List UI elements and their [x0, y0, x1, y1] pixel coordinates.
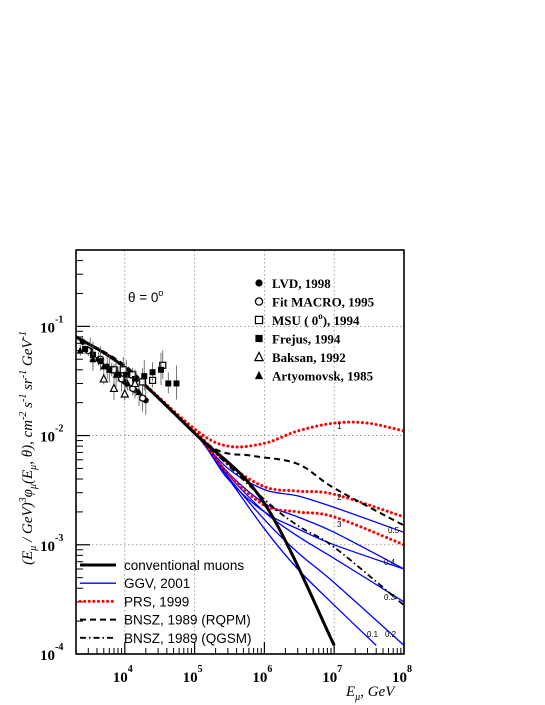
grid-lines	[76, 250, 404, 654]
legend-label: BNSZ, 1989 (RQPM)	[124, 613, 251, 628]
marker-filled-triangle	[254, 370, 264, 380]
x-tick-label: 105	[183, 664, 203, 686]
marker-open-circle	[254, 297, 264, 306]
ggv-curve-label: 0.1	[367, 630, 379, 639]
experiment-legend-label: Frejus, 1994	[272, 332, 341, 347]
x-tick-label: 108	[392, 664, 412, 686]
y-tick-label: 10-4	[40, 642, 63, 664]
ggv-curve-label: 0.2	[385, 630, 397, 639]
ggv-curve-label: 0.4	[384, 558, 396, 567]
curve-labels: 0.5 0.4 0.3 0.2 0.1 1 2 3	[337, 422, 400, 639]
legend-label: conventional muons	[124, 558, 244, 573]
marker-filled-square	[141, 373, 148, 380]
experimental-points	[76, 335, 180, 415]
y-tick-label: 10-2	[40, 424, 63, 446]
marker-filled-square	[157, 366, 164, 373]
x-axis-label-main: E	[345, 684, 355, 700]
x-tick-label: 104	[113, 664, 133, 686]
prs-curve-label: 2	[337, 493, 342, 502]
marker-filled-square	[165, 380, 172, 387]
experiment-legend-label: Artyomovsk, 1985	[272, 369, 374, 384]
axis-tick-labels: 104 105 106 107 108 10-1 10-2 10-3 10-4	[40, 314, 412, 686]
experiment-legend-label: MSU ( 0o), 1994	[272, 311, 360, 328]
angle-annotation: θ = 0o	[128, 288, 163, 305]
experiment-legend-label: LVD, 1998	[272, 276, 331, 291]
marker-filled-triangle	[112, 370, 120, 378]
legend-label: BNSZ, 1989 (QGSM)	[124, 631, 252, 646]
marker-open-circle	[138, 394, 147, 402]
y-tick-label: 10-3	[40, 533, 63, 555]
prs-curve-label: 1	[337, 422, 342, 431]
marker-open-triangle	[99, 373, 109, 383]
marker-filled-square	[97, 358, 104, 365]
marker-filled-square	[149, 369, 156, 376]
x-axis-label: Eμ, GeV	[345, 684, 396, 703]
marker-filled-square	[82, 346, 89, 353]
experiment-legend-label: Fit MACRO, 1995	[272, 295, 375, 310]
svg-text:(Eμ / GeV)3φμ(Eμ, θ), cm-2 s-: (Eμ / GeV)3φμ(Eμ, θ), cm-2 s-1 sr-1 GeV-…	[18, 331, 39, 565]
marker-open-triangle	[120, 388, 130, 398]
marker-filled-circle	[255, 279, 263, 287]
marker-filled-square	[255, 334, 263, 343]
ggv-curve-label: 0.3	[384, 593, 396, 602]
legend-label: GGV, 2001	[124, 576, 190, 591]
y-tick-label: 10-1	[40, 314, 63, 336]
legend-label: PRS, 1999	[124, 594, 189, 609]
axis-ticks	[75, 249, 405, 655]
marker-open-square	[139, 378, 147, 386]
marker-filled-square	[106, 366, 113, 373]
ggv-curve-label: 0.5	[388, 526, 400, 535]
prs-curve-label: 3	[337, 520, 342, 529]
marker-filled-square	[123, 371, 130, 378]
marker-filled-triangle	[124, 379, 132, 387]
marker-open-square	[254, 315, 264, 325]
models-legend: conventional muons GGV, 2001 PRS, 1999 BNSZ…	[78, 558, 252, 646]
experiment-legend-label: Baksan, 1992	[272, 350, 346, 365]
marker-open-triangle	[109, 383, 119, 393]
plot-frame	[75, 249, 405, 655]
marker-filled-square	[173, 380, 180, 387]
x-tick-label: 106	[252, 664, 272, 686]
x-axis-label-unit: , GeV	[360, 684, 396, 700]
series-curve	[76, 336, 404, 527]
marker-filled-triangle	[100, 362, 108, 370]
prs-curve	[76, 335, 404, 519]
y-axis-label: (Eμ / GeV)3φμ(Eμ, θ), cm-2 s-1 sr-1 GeV-…	[18, 331, 39, 565]
marker-filled-triangle	[89, 355, 97, 363]
marker-filled-triangle	[135, 388, 143, 396]
x-axis-label-sub: μ	[354, 692, 360, 703]
marker-open-triangle	[130, 378, 140, 388]
x-tick-label: 107	[322, 664, 342, 686]
marker-open-triangle	[253, 351, 265, 362]
